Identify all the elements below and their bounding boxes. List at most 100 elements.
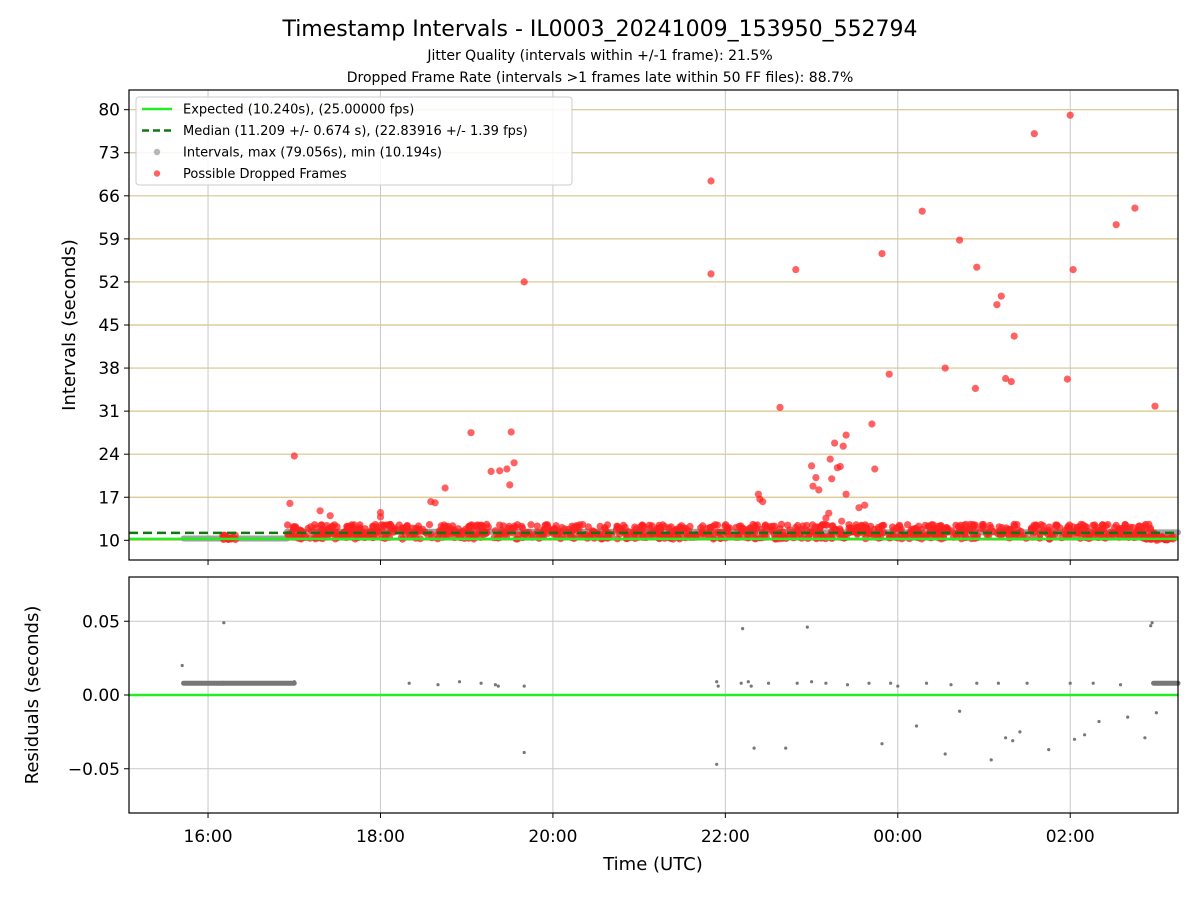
dropped-frame-point [503, 465, 511, 473]
residual-point [784, 746, 788, 750]
residual-point [741, 627, 745, 631]
dropped-frame-cluster-point [484, 523, 492, 531]
dropped-frame-point [956, 236, 964, 244]
residual-point [407, 681, 411, 685]
dropped-frame-point [707, 177, 715, 185]
dropped-frame-cluster-point [711, 521, 719, 529]
dropped-frame-point [838, 517, 846, 525]
residual-point [752, 746, 756, 750]
top-ytick-label: 45 [98, 316, 120, 336]
dropped-frame-point [826, 455, 834, 463]
dropped-frame-point [316, 507, 324, 515]
dropped-frame-cluster-point [304, 524, 312, 533]
residual-point [1143, 736, 1147, 740]
dropped-frame-point [861, 501, 869, 509]
residual-point [896, 684, 900, 688]
dropped-frame-point [825, 509, 833, 517]
dropped-frame-cluster-point [1013, 521, 1021, 529]
dropped-frame-cluster-point [596, 522, 604, 531]
dropped-frame-cluster-point [874, 523, 883, 532]
legend-dot-swatch [153, 170, 161, 177]
dropped-frame-point [776, 403, 784, 411]
dropped-frame-cluster-point [1093, 523, 1101, 531]
residual-point [436, 683, 440, 687]
dropped-frame-point [326, 512, 334, 520]
residual-point [1011, 739, 1015, 743]
dropped-frame-point [707, 270, 715, 278]
residual-point [496, 684, 500, 688]
dropped-frame-point [941, 364, 949, 372]
dropped-frame-cluster-point [1104, 521, 1112, 529]
residual-point [943, 752, 947, 756]
residual-point [1126, 715, 1130, 719]
residual-point [1083, 733, 1087, 737]
chart-title: Timestamp Intervals - IL0003_20241009_15… [281, 17, 917, 42]
residual-point [479, 681, 483, 685]
dropped-frame-point [808, 462, 816, 470]
residual-point [924, 681, 929, 685]
dropped-frame-point [520, 278, 528, 286]
residual-point [1097, 719, 1101, 724]
dropped-frame-point [1069, 266, 1077, 274]
dropped-frame-point [286, 499, 294, 507]
residual-point [1149, 624, 1153, 628]
chart-subtitle-jitter: Jitter Quality (intervals within +/-1 fr… [426, 48, 772, 64]
x-tick-label: 16:00 [184, 827, 233, 847]
residual-point [746, 680, 750, 684]
dropped-frame-cluster-point [1063, 524, 1072, 532]
dropped-frame-point [868, 420, 876, 428]
dropped-frame-point [1112, 221, 1120, 229]
top-plot-data [129, 111, 1181, 544]
dropped-frame-cluster-point [732, 524, 740, 532]
dropped-frame-cluster-point [937, 522, 945, 530]
legend-label: Expected (10.240s), (25.00000 fps) [183, 103, 414, 118]
dropped-frame-cluster-point [784, 521, 792, 529]
dropped-frame-point [885, 370, 893, 378]
chart-subtitle-dropped: Dropped Frame Rate (intervals >1 frames … [347, 70, 854, 86]
top-ytick-label: 80 [98, 101, 120, 121]
residual-point [1150, 621, 1154, 625]
top-ytick-label: 73 [98, 144, 120, 164]
residual-point [989, 758, 993, 762]
residual-point [1091, 681, 1095, 685]
bottom-ytick-label: 0.00 [82, 686, 120, 706]
x-axis-ticks: 16:00 18:00 20:00 22:00 00:00 02:00 [184, 560, 1095, 847]
dropped-frame-cluster-point [957, 521, 965, 529]
dropped-frame-point [1007, 378, 1015, 386]
residual-point [715, 680, 719, 684]
top-plot-grid [129, 90, 1178, 560]
dropped-frame-cluster-point [575, 526, 583, 534]
dropped-frame-point [441, 484, 449, 492]
bottom-ytick-label: −0.05 [68, 760, 120, 780]
residual-point [180, 663, 184, 668]
dropped-frame-point [831, 439, 839, 447]
top-ytick-label: 66 [98, 187, 120, 207]
dropped-frame-cluster-point [1077, 520, 1085, 529]
residual-point [795, 681, 799, 685]
dropped-frame-cluster-point [348, 529, 356, 537]
residual-point [749, 684, 753, 688]
residual-point [889, 681, 893, 685]
residual-point [914, 724, 919, 728]
residual-point [522, 750, 526, 755]
dropped-frame-point [1151, 402, 1159, 410]
bottom-ytick-label: 0.05 [82, 612, 120, 632]
dropped-frame-point [809, 482, 817, 490]
residual-point [824, 681, 828, 685]
dropped-frame-point [871, 465, 879, 473]
x-tick-label: 22:00 [701, 827, 750, 847]
dropped-frame-cluster-point [697, 524, 705, 532]
dropped-frame-point [997, 292, 1005, 300]
x-tick-label: 00:00 [873, 827, 922, 847]
bottom-plot-data [129, 621, 1181, 766]
dropped-frame-cluster-point [777, 520, 786, 529]
dropped-frame-cluster-point [1037, 521, 1045, 529]
dropped-frame-cluster-point [284, 521, 292, 529]
x-axis-label: Time (UTC) [602, 854, 703, 875]
dropped-frame-cluster-point [724, 524, 732, 532]
dropped-frame-point [836, 462, 844, 471]
dropped-frame-cluster-point [551, 524, 559, 533]
residual-point [1047, 748, 1051, 752]
bottom-plot-yticks: 0.05 0.00 −0.05 [68, 612, 129, 780]
residual-point [222, 621, 226, 625]
